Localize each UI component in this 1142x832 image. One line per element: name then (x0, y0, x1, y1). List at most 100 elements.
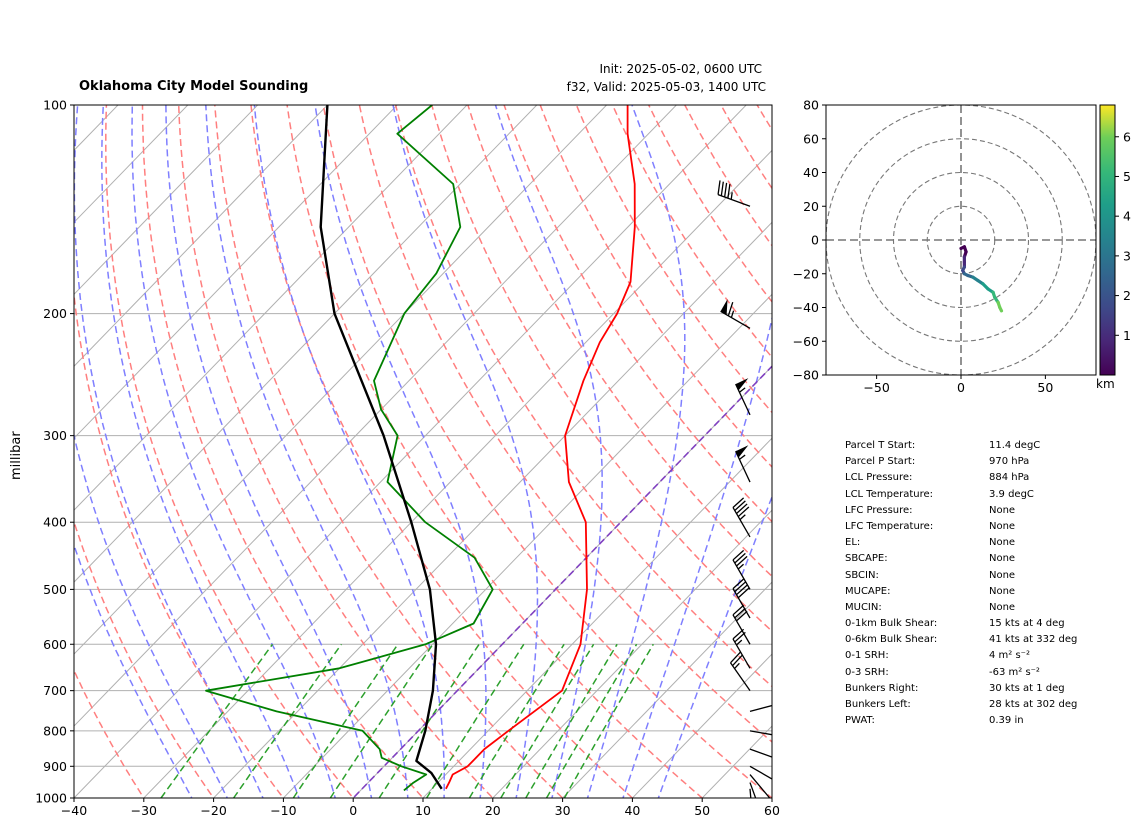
param-value: None (989, 569, 1016, 581)
wind-barb-flag (739, 823, 753, 827)
param-label: LCL Pressure: (845, 472, 913, 484)
wind-barb-staff (749, 782, 757, 798)
isotherm-line (74, 105, 329, 367)
wind-barb-half-flag (736, 639, 743, 646)
wind-barb-flag (727, 301, 734, 316)
wind-barb-staff (732, 588, 751, 619)
temperature-trace (445, 105, 636, 790)
wind-barb-flag (730, 651, 741, 664)
wind-barb-half-flag (746, 819, 753, 821)
colorbar-tick-label: 4 (1123, 209, 1131, 224)
wind-barb-half-flag (739, 387, 746, 393)
valid-time-label: f32, Valid: 2025-05-03, 1400 UTC (566, 80, 766, 94)
param-label: MUCIN: (845, 601, 882, 613)
dry-adiabat-line (784, 90, 1142, 813)
y-tick-label: 100 (43, 98, 67, 113)
dry-adiabat-line (105, 105, 355, 798)
wind-barb-flag (736, 555, 748, 567)
param-value: None (989, 585, 1016, 597)
skewt-background (74, 90, 1142, 827)
hodo-x-tick-label: −50 (863, 380, 889, 395)
wind-barb (735, 378, 751, 416)
moist-adiabat-line (392, 105, 539, 798)
wind-barb-flag (734, 581, 746, 593)
dry-adiabat-line (286, 105, 704, 798)
wind-barb-flag (736, 503, 748, 515)
param-value: None (989, 601, 1016, 613)
colorbar-gradient (1099, 104, 1116, 376)
colorbar-units-label: km (1096, 377, 1115, 391)
wind-barb-staff (732, 559, 751, 590)
wind-barb-flag (723, 182, 728, 198)
colorbar-ticks: 1 2 3 4 5 6 (1115, 129, 1131, 343)
chart-title: Oklahoma City Model Sounding (79, 79, 309, 94)
isotherm-line (492, 509, 772, 798)
param-label: Parcel P Start: (845, 456, 916, 468)
y-tick-label: 200 (43, 306, 67, 321)
parcel-trace (319, 105, 443, 790)
wind-barb-flag (783, 703, 790, 716)
mixing-ratio-line (425, 643, 525, 798)
mixing-ratio-line (563, 643, 654, 798)
colorbar: 1 2 3 4 5 6 (1099, 104, 1131, 376)
mixing-ratio-line (525, 643, 618, 798)
y-tick-label: 300 (43, 428, 67, 443)
wind-barb-flag (780, 761, 782, 775)
dry-adiabat-line (74, 288, 285, 798)
dry-adiabat-line (503, 105, 772, 523)
wind-barb-flag (783, 737, 784, 751)
moist-adiabat-line (74, 105, 264, 798)
y-tick-label: 800 (43, 723, 67, 738)
mixing-ratio-line (378, 643, 480, 798)
wind-barb-flag (732, 497, 745, 508)
wind-barb-staff (749, 730, 772, 736)
zero-isotherm-line (352, 365, 772, 798)
param-label: LFC Pressure: (845, 504, 913, 516)
moist-adiabat-line (586, 105, 686, 798)
param-value: 3.9 degC (989, 488, 1034, 500)
isotherm-line (74, 105, 189, 224)
wind-barb-pennant (735, 378, 749, 391)
mixing-ratio-line (232, 643, 343, 798)
hodo-y-tick-label: 80 (803, 98, 819, 113)
wind-barb-flag (736, 610, 748, 622)
y-tick-label: 600 (43, 637, 67, 652)
isotherm-line (561, 581, 772, 798)
param-label: LCL Temperature: (845, 488, 934, 500)
hodo-y-tick-label: −60 (793, 334, 819, 349)
y-axis-label: millibar (9, 431, 24, 480)
colorbar-tick-label: 5 (1123, 169, 1131, 184)
moist-adiabat-line (494, 105, 603, 798)
wind-barb-flag (732, 578, 745, 590)
x-tick-label: −20 (200, 803, 226, 818)
param-label: EL: (845, 537, 861, 549)
wind-barb (717, 180, 751, 207)
wind-barb-staff (732, 614, 751, 645)
x-tick-label: −30 (131, 803, 157, 818)
dry-adiabat-line (358, 105, 772, 743)
dry-adiabat-line (74, 519, 215, 798)
dry-adiabat-line (177, 105, 494, 798)
mixing-ratio-line (468, 643, 565, 798)
param-value: 4 m² s⁻² (989, 650, 1030, 662)
wind-barb (732, 604, 751, 645)
isotherm-line (74, 105, 398, 439)
wind-barb-half-flag (739, 514, 746, 521)
y-tick-label: 400 (43, 515, 67, 530)
mixing-ratio-line (160, 643, 274, 798)
param-value: 11.4 degC (989, 440, 1041, 451)
x-tick-label: 60 (764, 803, 780, 818)
moist-adiabat-line (131, 105, 336, 798)
param-label: Bunkers Left: (845, 699, 911, 710)
wind-barb (749, 703, 790, 716)
param-value: 41 kts at 332 deg (989, 634, 1078, 646)
wind-barb-half-flag (737, 563, 744, 570)
wind-barb-staff (729, 662, 751, 692)
wind-barb-flag (717, 180, 721, 195)
mixing-ratio-line (329, 643, 434, 798)
hodograph-ring (859, 138, 1063, 342)
hodo-y-tick-label: 0 (811, 233, 819, 248)
moist-adiabat-line (205, 105, 409, 798)
x-tick-label: −10 (270, 803, 296, 818)
colorbar-tick-label: 2 (1123, 288, 1131, 303)
